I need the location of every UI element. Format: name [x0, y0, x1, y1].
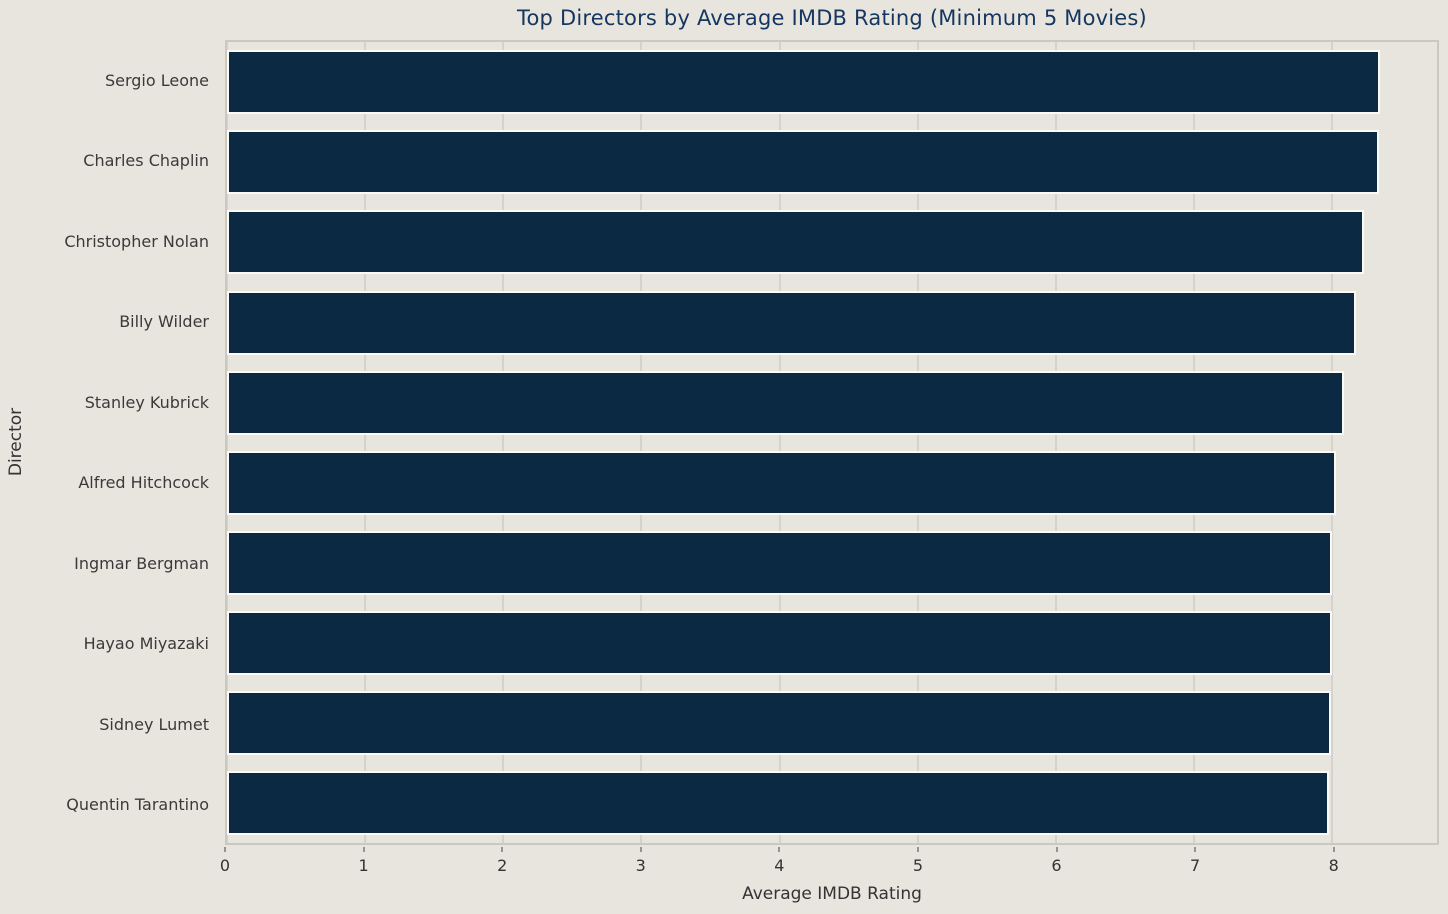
bar — [227, 130, 1379, 195]
x-tick-label: 2 — [497, 856, 508, 875]
x-tick-mark — [639, 847, 642, 852]
gridline — [1331, 42, 1334, 843]
bar — [227, 50, 1381, 115]
x-axis-label: Average IMDB Rating — [742, 884, 922, 904]
bar — [227, 210, 1364, 275]
bar — [227, 290, 1356, 355]
gridline — [916, 42, 919, 843]
x-tick-label: 7 — [1189, 856, 1201, 875]
y-tick-label: Hayao Miyazaki — [83, 634, 209, 654]
y-axis-label: Director — [6, 407, 26, 477]
y-tick-label: Stanley Kubrick — [84, 392, 209, 412]
y-tick-label: Sergio Leone — [104, 70, 209, 90]
x-tick-label: 6 — [1051, 856, 1062, 875]
bar — [227, 450, 1337, 515]
gridline — [227, 42, 228, 843]
x-tick-label: 8 — [1328, 856, 1339, 875]
gridline — [1054, 42, 1057, 843]
bar-row — [227, 362, 1437, 443]
bar — [227, 370, 1345, 435]
y-tick-label: Charles Chaplin — [83, 151, 209, 171]
y-tick-labels: Sergio Leone Charles Chaplin Christopher N… — [0, 40, 209, 845]
bar — [227, 530, 1333, 595]
bar-row — [227, 282, 1437, 363]
x-tick-mark — [778, 847, 781, 852]
bar — [227, 691, 1331, 756]
bar-row — [227, 683, 1437, 764]
x-axis: 0 1 2 3 4 5 6 7 8 — [220, 847, 1439, 887]
x-tick-label: 4 — [774, 856, 785, 875]
bar-row — [227, 42, 1437, 123]
y-tick-label: Christopher Nolan — [64, 231, 209, 251]
chart-title: Top Directors by Average IMDB Rating (Mi… — [517, 6, 1147, 30]
x-tick-label: 5 — [912, 856, 924, 875]
x-tick-mark — [916, 847, 919, 852]
y-tick-label: Billy Wilder — [119, 312, 209, 332]
gridline — [640, 42, 643, 843]
bar — [227, 771, 1330, 836]
x-tick-mark — [501, 847, 504, 852]
bar-row — [227, 202, 1437, 283]
x-tick-mark — [1194, 847, 1197, 852]
bar-row — [227, 603, 1437, 684]
bar-row — [227, 523, 1437, 604]
y-tick-label: Sidney Lumet — [99, 714, 209, 734]
gridline — [1192, 42, 1195, 843]
bar-row — [227, 443, 1437, 524]
x-tick-label: 0 — [219, 856, 231, 875]
x-tick-mark — [1332, 847, 1335, 852]
y-tick-label: Alfred Hitchcock — [78, 473, 209, 493]
plot-area — [225, 40, 1439, 845]
x-tick-mark — [362, 847, 365, 852]
gridline — [502, 42, 505, 843]
bar-row — [227, 122, 1437, 203]
bar — [227, 610, 1333, 675]
gridline — [364, 42, 367, 843]
y-tick-label: Quentin Tarantino — [66, 795, 209, 815]
gridline — [778, 42, 781, 843]
x-tick-mark — [1055, 847, 1058, 852]
x-tick-mark — [224, 847, 226, 852]
y-tick-label: Ingmar Bergman — [74, 553, 209, 573]
x-tick-label: 3 — [635, 856, 646, 875]
x-tick-label: 1 — [358, 856, 369, 875]
bar-row — [227, 763, 1437, 843]
